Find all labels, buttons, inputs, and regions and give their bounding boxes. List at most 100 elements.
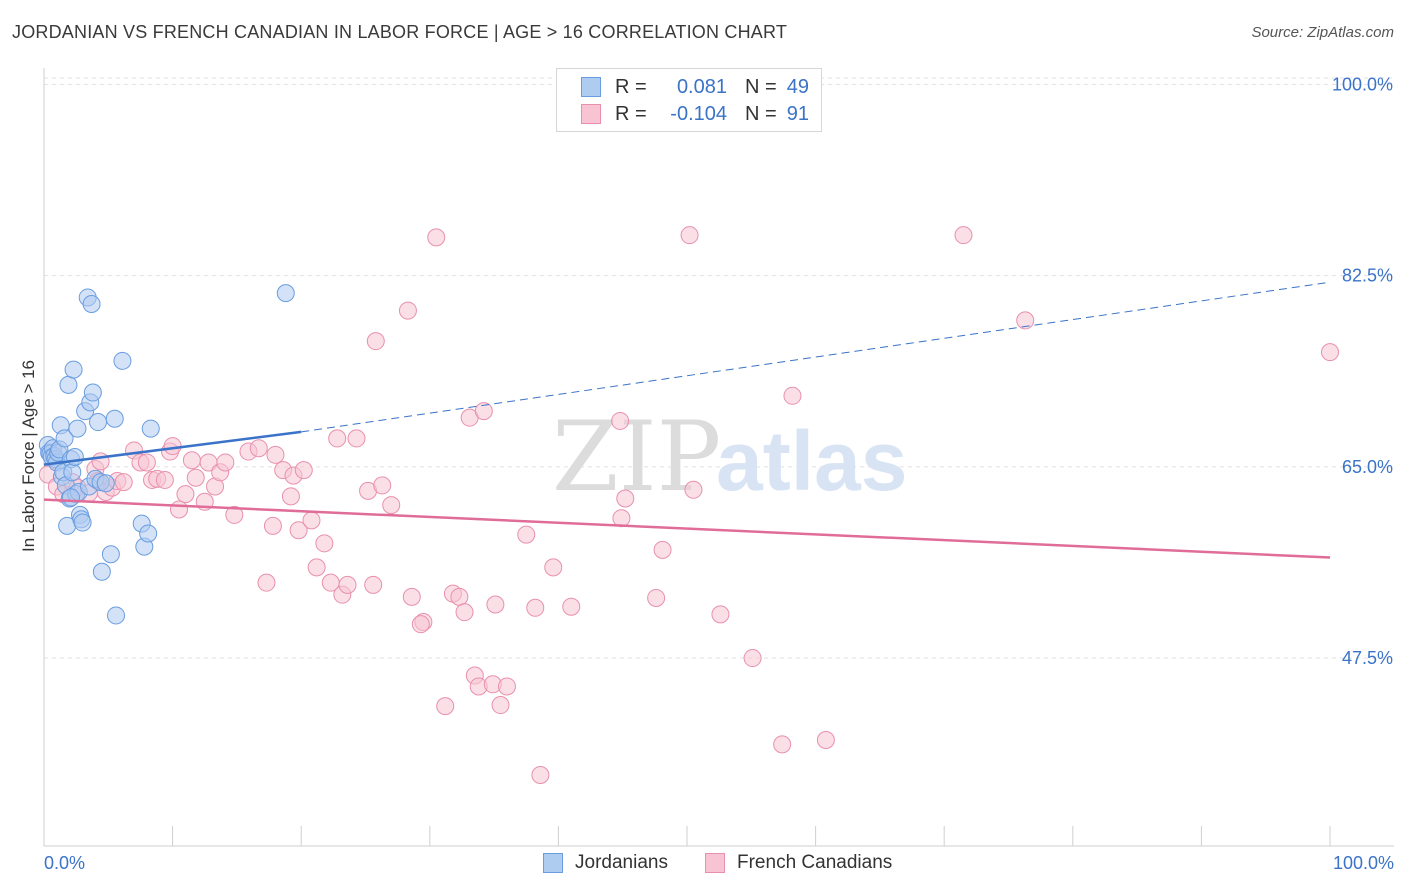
- series-legend: Jordanians French Canadians: [0, 852, 1406, 878]
- jordanian-point-42: [113, 351, 132, 370]
- jordanian-point-39: [101, 545, 120, 564]
- french-canadians-points: [38, 226, 1339, 784]
- jordanian-point-32: [82, 295, 101, 314]
- french-canadian-point-84: [743, 649, 762, 668]
- french-canadian-point-22: [176, 485, 195, 504]
- french-canadian-point-62: [455, 603, 474, 622]
- legend-item-jordanians[interactable]: Jordanians: [543, 852, 668, 874]
- jordanian-point-23: [68, 419, 87, 438]
- french-canadian-point-74: [544, 558, 563, 577]
- source-label: Source: ZipAtlas.com: [1251, 24, 1394, 41]
- french-canadian-point-89: [1016, 311, 1035, 330]
- legend-swatch-jordanians: [543, 853, 563, 873]
- jordanian-point-27: [73, 513, 92, 532]
- chart-title: JORDANIAN VS FRENCH CANADIAN IN LABOR FO…: [12, 22, 788, 42]
- jordanian-point-19: [63, 463, 82, 482]
- french-canadian-point-40: [294, 461, 313, 480]
- french-canadian-point-86: [783, 386, 802, 405]
- stats-legend: R = 0.081 N = 49 R = -0.104 N = 91: [556, 68, 822, 132]
- trend-line-dashed-0: [301, 281, 1331, 433]
- watermark: ZIP atlas: [552, 401, 907, 513]
- french-canadian-point-43: [315, 534, 334, 553]
- x-tick-labels: 0.0% 100.0%: [44, 853, 1394, 873]
- french-canadian-point-59: [436, 697, 455, 716]
- french-canadian-point-67: [486, 595, 505, 614]
- french-canadian-point-90: [1321, 343, 1339, 362]
- n-value-french-canadians: 91: [786, 102, 809, 125]
- french-canadian-point-79: [647, 588, 666, 607]
- french-canadian-point-76: [611, 411, 630, 430]
- jordanian-point-35: [89, 413, 108, 432]
- jordanian-point-46: [141, 419, 160, 438]
- french-canadian-point-81: [680, 226, 699, 245]
- jordanian-point-40: [105, 409, 124, 428]
- y-axis-label: In Labor Force | Age > 16: [19, 360, 38, 552]
- french-canadian-point-12: [114, 473, 133, 492]
- french-canadian-point-80: [653, 540, 672, 559]
- french-canadian-point-29: [216, 453, 235, 472]
- french-canadian-point-61: [450, 587, 469, 606]
- french-canadian-point-33: [257, 573, 276, 592]
- french-canadian-point-45: [328, 429, 347, 448]
- legend-row-french-canadians: R = -0.104 N = 91: [581, 101, 809, 127]
- french-canadian-point-58: [427, 228, 446, 247]
- french-canadian-point-34: [263, 516, 282, 535]
- french-canadian-point-51: [366, 332, 385, 351]
- jordanian-point-20: [64, 360, 83, 379]
- jordanians-points: [38, 284, 295, 625]
- french-canadian-point-39: [289, 521, 308, 540]
- jordanian-point-45: [139, 524, 158, 543]
- french-canadian-point-15: [137, 453, 156, 472]
- french-canadian-point-32: [249, 439, 268, 458]
- jordanian-point-21: [65, 448, 84, 466]
- legend-swatch-french-canadians: [705, 853, 725, 873]
- french-canadian-point-54: [398, 301, 417, 320]
- french-canadian-point-82: [684, 480, 703, 499]
- french-canadian-point-52: [373, 476, 392, 495]
- french-canadian-point-88: [954, 226, 973, 245]
- jordanian-point-47: [276, 284, 295, 303]
- watermark-atlas: atlas: [716, 414, 907, 508]
- jordanian-point-37: [92, 562, 111, 581]
- french-canadian-point-20: [163, 437, 182, 456]
- french-canadian-point-55: [402, 587, 421, 606]
- jordanian-point-48: [62, 488, 81, 507]
- jordanian-point-13: [55, 429, 74, 448]
- french-canadian-point-35: [266, 445, 285, 464]
- french-canadian-point-70: [497, 677, 516, 696]
- legend-item-french-canadians[interactable]: French Canadians: [705, 852, 892, 874]
- legend-label-french-canadians: French Canadians: [737, 852, 893, 873]
- trend-lines: [43, 281, 1331, 559]
- french-canadian-point-21: [170, 500, 189, 519]
- french-canadian-point-18: [155, 470, 174, 489]
- french-canadian-point-75: [562, 597, 581, 616]
- french-canadian-point-66: [474, 402, 493, 421]
- y-tick-label-1: 65.0%: [1342, 457, 1393, 477]
- french-canadian-point-69: [491, 696, 510, 715]
- y-tick-label-2: 82.5%: [1342, 266, 1393, 286]
- grid-layer: [44, 77, 1394, 659]
- french-canadian-point-41: [302, 511, 321, 530]
- trend-line-solid-1: [43, 498, 1331, 559]
- french-canadian-point-73: [531, 765, 550, 784]
- french-canadian-point-37: [281, 487, 300, 506]
- french-canadian-point-23: [182, 451, 201, 470]
- r-value-french-canadians: -0.104: [670, 102, 727, 125]
- r-label: R =: [615, 102, 647, 125]
- y-tick-labels: 47.5% 65.0% 82.5% 100.0%: [1332, 74, 1393, 668]
- jordanian-point-38: [96, 474, 115, 493]
- n-label: N =: [745, 102, 777, 125]
- french-canadian-point-24: [186, 468, 205, 487]
- french-canadian-point-57: [411, 615, 430, 634]
- legend-swatch-french-canadians: [581, 104, 601, 124]
- y-tick-label-3: 100.0%: [1332, 74, 1393, 94]
- r-value-jordanians: 0.081: [676, 75, 727, 98]
- jordanian-point-41: [107, 606, 126, 625]
- french-canadian-point-83: [711, 605, 730, 624]
- french-canadian-point-42: [307, 558, 326, 577]
- x-tick-label-0: 0.0%: [44, 853, 85, 873]
- r-label: R =: [615, 75, 647, 98]
- trend-line-solid-0: [43, 430, 302, 466]
- n-label: N =: [745, 75, 777, 98]
